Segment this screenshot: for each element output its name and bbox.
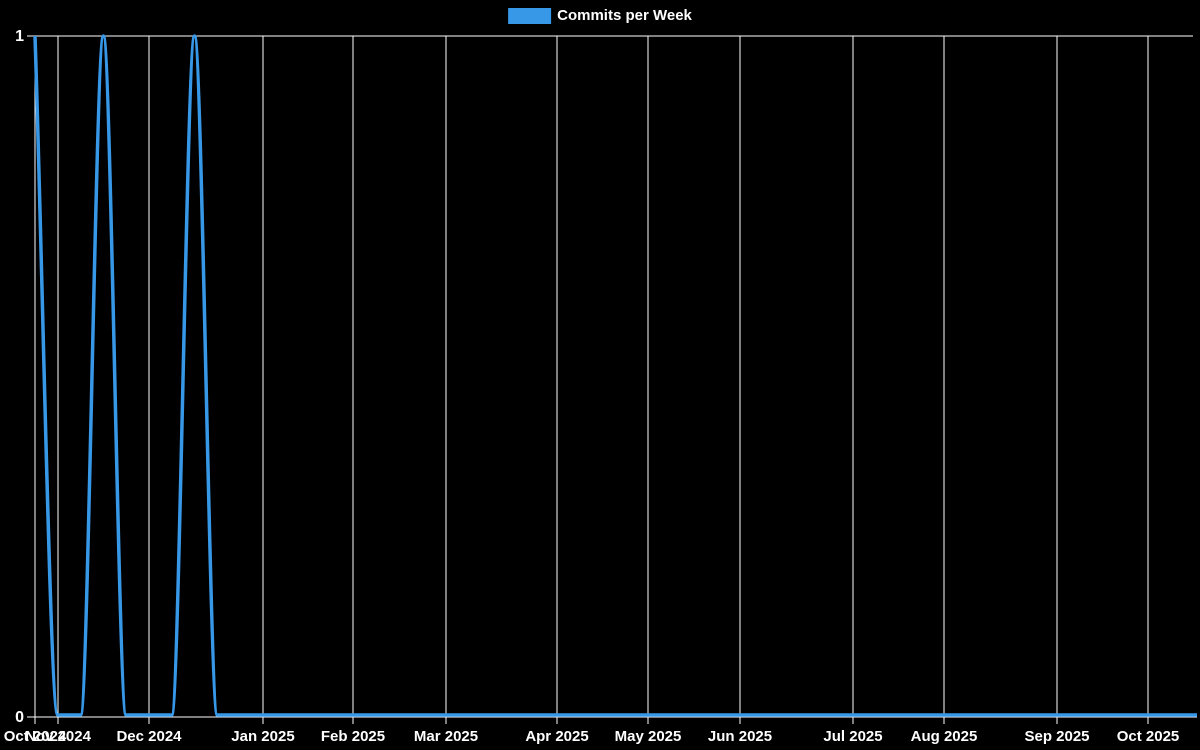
y-tick-label: 0 xyxy=(15,709,24,726)
x-tick-label: Jun 2025 xyxy=(708,728,772,745)
x-tick-label: Oct 2025 xyxy=(1117,728,1180,745)
x-tick-label: Apr 2025 xyxy=(525,728,588,745)
legend-item-commits-per-week[interactable]: Commits per Week xyxy=(508,8,692,24)
x-tick-label: Feb 2025 xyxy=(321,728,385,745)
x-tick-label: Sep 2025 xyxy=(1024,728,1089,745)
x-tick-label: May 2025 xyxy=(615,728,682,745)
commits-line-series xyxy=(33,34,1197,717)
y-tick-label: 1 xyxy=(15,28,24,45)
legend-swatch-icon xyxy=(508,8,552,24)
x-tick-label: Oct 2024 xyxy=(4,728,67,745)
legend-label: Commits per Week xyxy=(557,7,692,24)
x-tick-label: Mar 2025 xyxy=(414,728,478,745)
x-tick-label: Jul 2025 xyxy=(823,728,882,745)
x-tick-label: Jan 2025 xyxy=(231,728,294,745)
x-tick-label: Aug 2025 xyxy=(911,728,978,745)
x-tick-label: Nov 2024 xyxy=(25,728,92,745)
x-tick-label: Dec 2024 xyxy=(116,728,182,745)
